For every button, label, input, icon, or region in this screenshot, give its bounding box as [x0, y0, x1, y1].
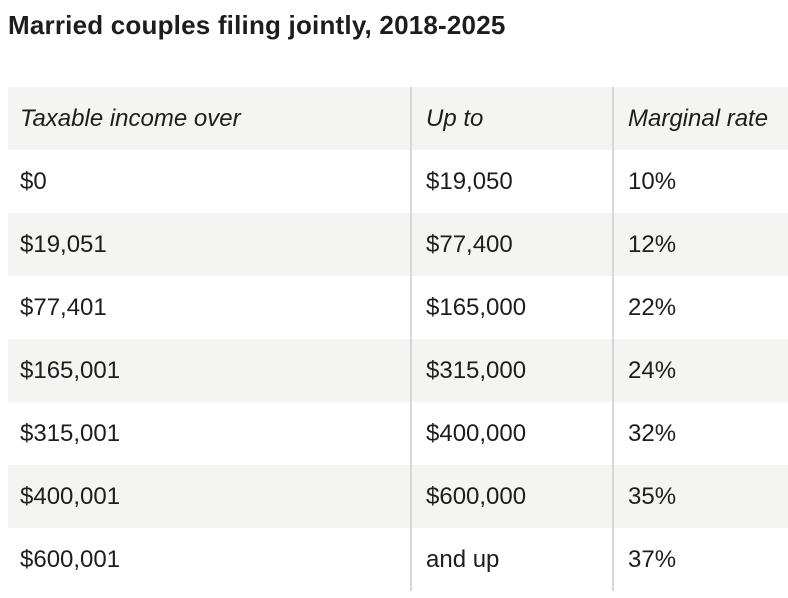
table-row: $19,051 $77,400 12% — [8, 213, 788, 276]
column-header-up-to: Up to — [410, 87, 612, 150]
tax-brackets-table: Taxable income over Up to Marginal rate … — [8, 87, 788, 591]
cell-marginal-rate: 37% — [612, 528, 788, 591]
cell-income-over: $165,001 — [20, 356, 121, 384]
cell-marginal-rate: 10% — [612, 150, 788, 213]
cell-up-to: $19,050 — [410, 150, 612, 213]
cell-up-to: $400,000 — [410, 402, 612, 465]
table-header-row: Taxable income over Up to Marginal rate — [8, 87, 788, 150]
cell-income-over: $600,001 — [20, 545, 121, 573]
column-header-marginal-rate: Marginal rate — [612, 87, 788, 150]
cell-income-over: $0 — [20, 167, 47, 195]
cell-income-over: $400,001 — [20, 482, 121, 510]
table-row: $77,401 $165,000 22% — [8, 276, 788, 339]
table-row: $400,001 $600,000 35% — [8, 465, 788, 528]
cell-income-over: $19,051 — [20, 230, 107, 258]
table-row: $600,001 and up 37% — [8, 528, 788, 591]
cell-up-to: $315,000 — [410, 339, 612, 402]
cell-up-to: and up — [410, 528, 612, 591]
cell-marginal-rate: 35% — [612, 465, 788, 528]
table-row: $165,001 $315,000 24% — [8, 339, 788, 402]
cell-up-to: $165,000 — [410, 276, 612, 339]
cell-marginal-rate: 32% — [612, 402, 788, 465]
cell-marginal-rate: 24% — [612, 339, 788, 402]
page-title: Married couples filing jointly, 2018-202… — [8, 10, 506, 40]
cell-up-to: $600,000 — [410, 465, 612, 528]
cell-marginal-rate: 22% — [612, 276, 788, 339]
column-header-taxable-income-over: Taxable income over — [20, 104, 241, 132]
cell-up-to: $77,400 — [410, 213, 612, 276]
table-row: $315,001 $400,000 32% — [8, 402, 788, 465]
cell-marginal-rate: 12% — [612, 213, 788, 276]
cell-income-over: $315,001 — [20, 419, 121, 447]
table-row: $0 $19,050 10% — [8, 150, 788, 213]
cell-income-over: $77,401 — [20, 293, 107, 321]
